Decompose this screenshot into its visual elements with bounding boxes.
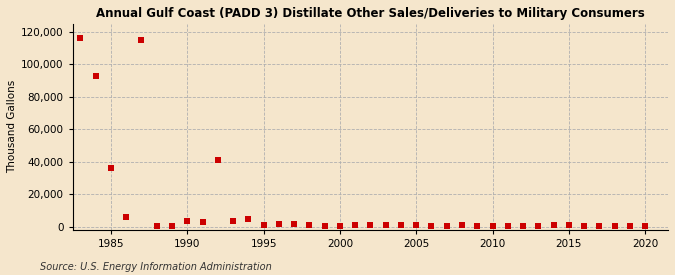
Point xyxy=(289,222,300,226)
Point xyxy=(396,223,406,228)
Point xyxy=(90,74,101,78)
Point xyxy=(319,224,330,228)
Point xyxy=(411,222,422,227)
Point xyxy=(121,214,132,219)
Y-axis label: Thousand Gallons: Thousand Gallons xyxy=(7,80,17,174)
Point xyxy=(227,219,238,223)
Point xyxy=(548,223,559,228)
Point xyxy=(350,223,360,228)
Point xyxy=(487,223,498,228)
Point xyxy=(105,166,116,170)
Point xyxy=(456,222,467,227)
Point xyxy=(151,224,162,228)
Point xyxy=(258,222,269,227)
Point xyxy=(213,158,223,162)
Title: Annual Gulf Coast (PADD 3) Distillate Other Sales/Deliveries to Military Consume: Annual Gulf Coast (PADD 3) Distillate Ot… xyxy=(96,7,645,20)
Point xyxy=(578,224,589,228)
Point xyxy=(502,224,513,228)
Point xyxy=(136,38,147,42)
Point xyxy=(564,222,574,227)
Point xyxy=(167,224,178,228)
Point xyxy=(594,224,605,228)
Point xyxy=(273,221,284,226)
Point xyxy=(426,223,437,228)
Point xyxy=(472,224,483,228)
Point xyxy=(304,223,315,227)
Point xyxy=(610,224,620,228)
Text: Source: U.S. Energy Information Administration: Source: U.S. Energy Information Administ… xyxy=(40,262,272,272)
Point xyxy=(624,224,635,228)
Point xyxy=(441,224,452,228)
Point xyxy=(640,224,651,229)
Point xyxy=(197,220,208,225)
Point xyxy=(335,224,346,228)
Point xyxy=(533,224,543,228)
Point xyxy=(182,219,192,223)
Point xyxy=(518,224,529,228)
Point xyxy=(243,217,254,221)
Point xyxy=(365,223,376,227)
Point xyxy=(380,222,391,227)
Point xyxy=(75,36,86,41)
